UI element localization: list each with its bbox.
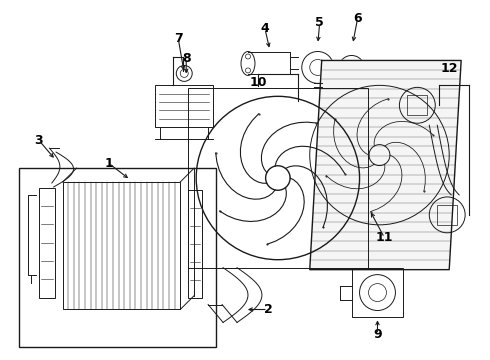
Text: 11: 11 <box>376 231 393 244</box>
Text: 9: 9 <box>373 328 382 341</box>
Bar <box>155 85 213 127</box>
Text: 8: 8 <box>182 52 191 65</box>
Bar <box>63 182 180 310</box>
Polygon shape <box>310 60 461 270</box>
Bar <box>437 205 457 225</box>
Text: 5: 5 <box>316 16 324 29</box>
Bar <box>352 268 403 318</box>
Bar <box>39 188 55 298</box>
Text: 12: 12 <box>441 62 458 75</box>
Text: 3: 3 <box>34 134 43 147</box>
Text: 4: 4 <box>261 22 270 35</box>
Text: 1: 1 <box>104 157 113 170</box>
Bar <box>407 95 427 115</box>
Text: 2: 2 <box>264 303 272 316</box>
Text: 10: 10 <box>249 76 267 89</box>
Text: 6: 6 <box>353 12 362 25</box>
Text: 7: 7 <box>174 32 183 45</box>
Bar <box>188 190 202 298</box>
Bar <box>19 168 216 347</box>
Bar <box>188 88 368 268</box>
